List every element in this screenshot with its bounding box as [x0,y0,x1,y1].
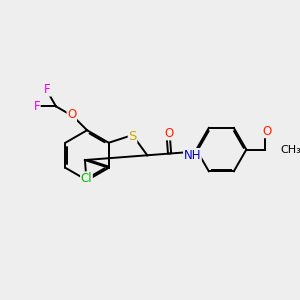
Text: O: O [263,124,272,138]
Text: CH₃: CH₃ [280,145,300,154]
Text: F: F [44,83,51,96]
Text: S: S [128,130,137,143]
Text: O: O [67,109,76,122]
Text: O: O [164,127,173,140]
Text: NH: NH [184,148,201,162]
Text: Cl: Cl [81,172,92,185]
Text: F: F [34,100,40,113]
